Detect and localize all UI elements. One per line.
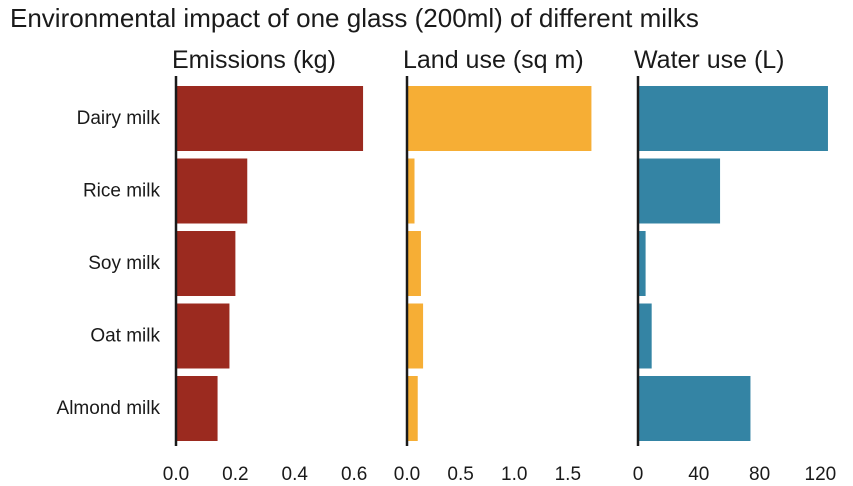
chart-title: Environmental impact of one glass (200ml… bbox=[10, 3, 699, 33]
bar-land-use-sq-m-soy-milk bbox=[407, 231, 421, 296]
bar-land-use-sq-m-almond-milk bbox=[407, 376, 418, 441]
tick-label-water-use-l-3: 120 bbox=[805, 464, 837, 485]
bar-emissions-kg-soy-milk bbox=[176, 231, 236, 296]
category-label-oat-milk: Oat milk bbox=[90, 326, 160, 347]
tick-label-land-use-sq-m-3: 1.5 bbox=[555, 464, 581, 485]
bar-emissions-kg-rice-milk bbox=[176, 158, 248, 224]
category-label-dairy-milk: Dairy milk bbox=[77, 108, 161, 129]
category-label-soy-milk: Soy milk bbox=[88, 253, 160, 274]
tick-label-emissions-kg-3: 0.6 bbox=[341, 464, 367, 485]
panel-title-emissions-kg: Emissions (kg) bbox=[172, 46, 336, 74]
bar-water-use-l-dairy-milk bbox=[638, 86, 828, 151]
tick-label-water-use-l-0: 0 bbox=[633, 464, 644, 485]
tick-label-water-use-l-1: 40 bbox=[688, 464, 709, 485]
bar-water-use-l-rice-milk bbox=[638, 158, 721, 224]
bar-land-use-sq-m-rice-milk bbox=[407, 158, 415, 224]
bar-water-use-l-soy-milk bbox=[638, 231, 646, 296]
tick-label-emissions-kg-0: 0.0 bbox=[163, 464, 189, 485]
bar-land-use-sq-m-dairy-milk bbox=[407, 86, 592, 151]
bar-emissions-kg-oat-milk bbox=[176, 303, 230, 369]
category-label-rice-milk: Rice milk bbox=[83, 181, 161, 202]
panel-title-land-use-sq-m: Land use (sq m) bbox=[403, 46, 584, 74]
category-label-almond-milk: Almond milk bbox=[57, 398, 161, 419]
bar-water-use-l-oat-milk bbox=[638, 303, 652, 369]
bar-emissions-kg-dairy-milk bbox=[176, 86, 364, 151]
panel-title-water-use-l: Water use (L) bbox=[634, 46, 785, 74]
bar-water-use-l-almond-milk bbox=[638, 376, 751, 441]
tick-label-water-use-l-2: 80 bbox=[749, 464, 770, 485]
tick-label-emissions-kg-1: 0.2 bbox=[222, 464, 248, 485]
bar-emissions-kg-almond-milk bbox=[176, 376, 218, 441]
tick-label-land-use-sq-m-2: 1.0 bbox=[501, 464, 527, 485]
tick-label-emissions-kg-2: 0.4 bbox=[282, 464, 309, 485]
bar-land-use-sq-m-oat-milk bbox=[407, 303, 424, 369]
tick-label-land-use-sq-m-1: 0.5 bbox=[447, 464, 473, 485]
tick-label-land-use-sq-m-0: 0.0 bbox=[394, 464, 420, 485]
